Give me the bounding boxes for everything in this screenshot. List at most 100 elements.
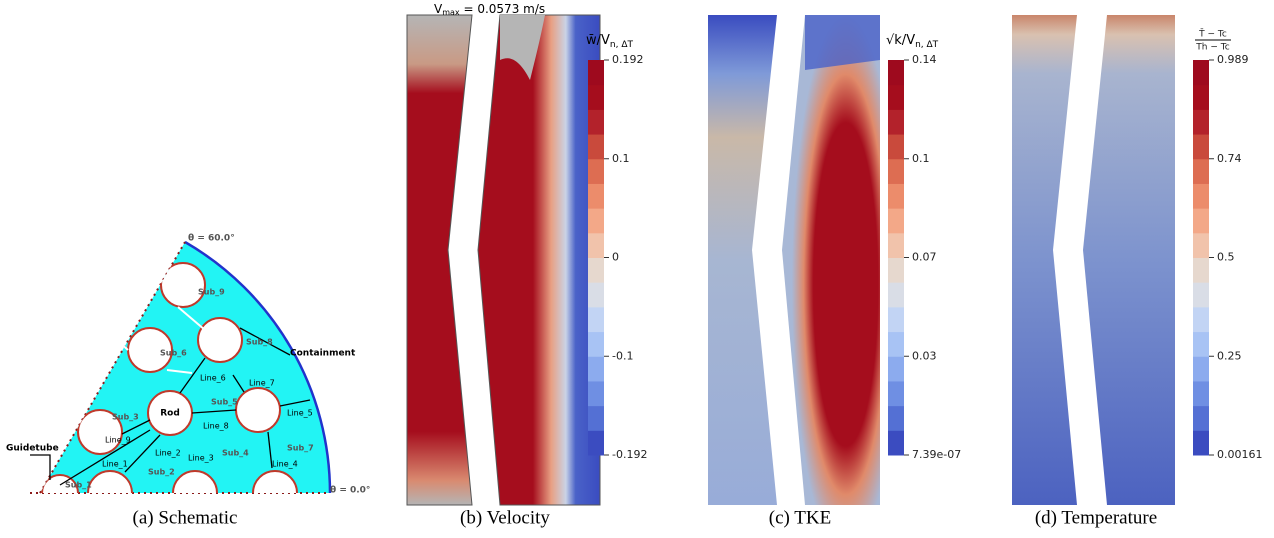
colorbar-step — [588, 183, 604, 209]
label: Line_8 — [203, 422, 229, 431]
label: Sub_6 — [160, 349, 187, 358]
colorbar-step — [888, 84, 904, 110]
colorbar-step — [888, 430, 904, 456]
colorbar-title-main: √k/V — [886, 33, 915, 48]
label: (b) Velocity — [460, 507, 550, 528]
annotation: Vmax = 0.0573 m/s — [434, 2, 545, 17]
label: Line_5 — [287, 409, 313, 418]
colorbar-title-sub: n, ΔT — [610, 40, 634, 50]
colorbar-step — [888, 232, 904, 258]
label: 0.74 — [1217, 152, 1242, 165]
label: -0.1 — [612, 349, 633, 362]
colorbar-step — [1193, 282, 1209, 308]
colorbar-step — [888, 405, 904, 431]
colorbar-step — [1193, 84, 1209, 110]
label: θ = 60.0° — [188, 234, 235, 244]
colorbar-step — [588, 257, 604, 283]
label: Line_4 — [272, 460, 298, 469]
colorbar-step — [1193, 60, 1209, 86]
label: 0.00161 — [1217, 448, 1263, 461]
colorbar-step — [1193, 356, 1209, 382]
label: Sub_8 — [246, 338, 273, 347]
annotation-part: V — [434, 2, 443, 16]
label: Line_2 — [155, 449, 181, 458]
colorbar-step — [1193, 232, 1209, 258]
schematic — [30, 240, 332, 494]
label: 0.25 — [1217, 349, 1242, 362]
label: 0.03 — [912, 349, 937, 362]
colorbar-step — [888, 134, 904, 160]
colorbar-step — [588, 232, 604, 258]
colorbar-step — [588, 134, 604, 160]
label: 0.14 — [912, 53, 937, 66]
colorbar-step — [888, 331, 904, 357]
label: Sub_2 — [148, 468, 175, 477]
colorbar-title-sub: n, ΔT — [915, 40, 939, 50]
colorbar-step — [888, 356, 904, 382]
colorbar-step — [1193, 257, 1209, 283]
colorbar-step — [1193, 183, 1209, 209]
label: Sub_7 — [287, 444, 314, 453]
label: Rod — [160, 409, 180, 419]
colorbar-step — [888, 109, 904, 135]
colorbar-step — [1193, 306, 1209, 333]
annotation-part: max — [442, 8, 460, 17]
label: -0.192 — [612, 448, 647, 461]
label: (d) Temperature — [1035, 507, 1157, 528]
label: Guidetube — [6, 444, 59, 454]
label: 0.07 — [912, 251, 937, 264]
colorbar-step — [588, 109, 604, 135]
colorbar-step — [888, 183, 904, 209]
velocity-field — [406, 14, 601, 506]
colorbar-step — [888, 208, 904, 234]
colorbar-step — [1193, 430, 1209, 456]
colorbar-step — [588, 306, 604, 333]
colorbar-step — [888, 60, 904, 86]
colorbar-step — [588, 380, 604, 407]
colorbar-step — [588, 208, 604, 234]
label: Sub_1 — [65, 481, 92, 490]
annotation-part: = 0.0573 m/s — [460, 2, 545, 16]
label: Line_3 — [188, 454, 214, 463]
label: Line_7 — [249, 379, 275, 388]
label: T̄ − Tc — [1198, 28, 1227, 40]
colorbar-step — [1193, 380, 1209, 407]
tke-field — [708, 15, 880, 505]
colorbar-step — [588, 60, 604, 86]
label: θ = 0.0° — [330, 486, 370, 496]
colorbar-step — [1193, 405, 1209, 431]
label: Sub_4 — [222, 449, 249, 458]
colorbar-step — [888, 306, 904, 333]
label: 0 — [612, 251, 619, 264]
colorbar-step — [888, 282, 904, 308]
label: (a) Schematic — [133, 507, 238, 528]
label: 0.1 — [912, 152, 930, 165]
colorbar-step — [588, 282, 604, 308]
colorbar-step — [588, 84, 604, 110]
colorbar-step — [588, 430, 604, 456]
label: (c) TKE — [769, 507, 831, 528]
label: Containment — [290, 349, 356, 359]
label: Sub_3 — [112, 413, 139, 422]
label: Line_6 — [200, 374, 226, 383]
colorbar-step — [1193, 158, 1209, 184]
colorbar-step — [1193, 134, 1209, 160]
colorbar-step — [1193, 331, 1209, 357]
label: Th − Tc — [1195, 43, 1229, 53]
colorbar-title: √k/Vn, ΔT — [886, 33, 939, 50]
label: Sub_5 — [211, 398, 238, 407]
label: 7.39e-07 — [912, 448, 961, 461]
label: 0.989 — [1217, 53, 1249, 66]
colorbar-step — [888, 257, 904, 283]
colorbar-step — [588, 356, 604, 382]
colorbar-step — [588, 331, 604, 357]
colorbar-title: w̄/Vn, ΔT — [586, 33, 633, 50]
label: 0.1 — [612, 152, 630, 165]
colorbar-title-main: w̄/V — [586, 33, 610, 48]
label: Line_1 — [102, 460, 128, 469]
containment-wall — [184, 240, 332, 494]
colorbar-step — [588, 405, 604, 431]
label: 0.192 — [612, 53, 644, 66]
label: Line_9 — [105, 436, 131, 445]
